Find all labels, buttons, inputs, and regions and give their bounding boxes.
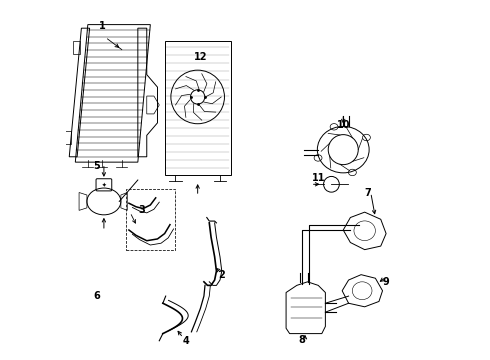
Bar xyxy=(126,189,174,249)
Text: 9: 9 xyxy=(383,277,390,287)
Text: 11: 11 xyxy=(312,173,325,183)
Bar xyxy=(73,41,79,54)
Text: 2: 2 xyxy=(219,270,225,280)
Text: 5: 5 xyxy=(94,161,100,171)
Text: 10: 10 xyxy=(337,120,350,130)
Text: 4: 4 xyxy=(183,337,190,346)
Text: 7: 7 xyxy=(365,188,371,198)
Text: 3: 3 xyxy=(138,205,145,215)
Text: ✦: ✦ xyxy=(101,182,106,187)
Text: 12: 12 xyxy=(194,52,207,62)
Bar xyxy=(65,131,71,144)
Text: 6: 6 xyxy=(94,291,100,301)
Text: 8: 8 xyxy=(299,335,306,345)
Text: 1: 1 xyxy=(99,21,105,31)
Bar xyxy=(165,41,231,175)
